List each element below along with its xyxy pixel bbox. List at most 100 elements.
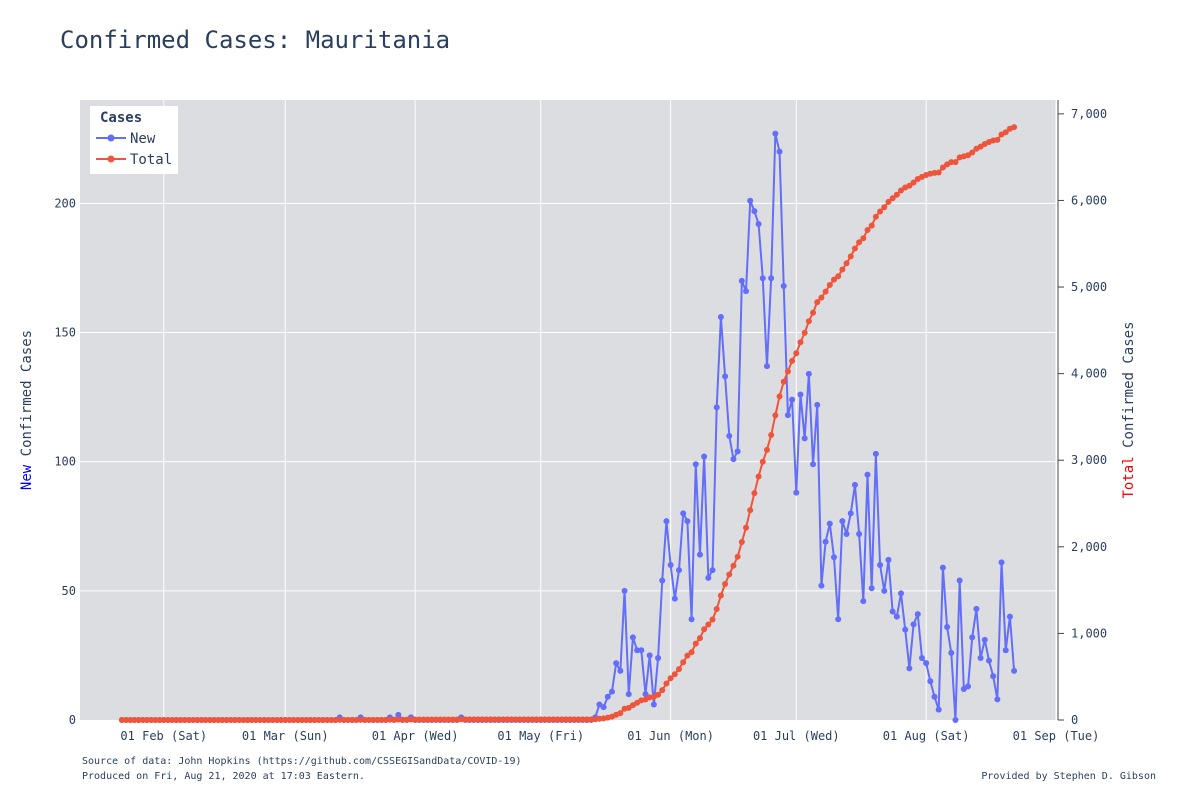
data-point-new <box>918 655 925 661</box>
data-point-total <box>181 717 188 723</box>
data-point-total <box>830 276 837 283</box>
data-point-total <box>462 716 469 723</box>
data-point-total <box>286 717 293 723</box>
data-point-total <box>324 717 331 723</box>
data-point-new <box>839 518 846 525</box>
data-point-new <box>713 404 720 411</box>
data-point-new <box>600 704 607 711</box>
data-point-new <box>923 660 930 667</box>
y-right-tick-label: 6,000 <box>1071 193 1107 207</box>
data-point-total <box>185 717 192 723</box>
data-point-total <box>814 299 821 306</box>
data-point-total <box>470 716 477 723</box>
data-point-new <box>1002 647 1009 654</box>
y-left-axis-title: New Confirmed Cases <box>19 330 35 490</box>
data-point-total <box>680 659 687 666</box>
data-point-new <box>965 683 972 690</box>
data-point-new <box>663 518 670 525</box>
data-point-new <box>776 148 783 155</box>
data-point-new <box>625 691 632 698</box>
data-point-new <box>608 688 615 695</box>
data-point-new <box>768 275 775 282</box>
data-point-new <box>818 582 825 589</box>
x-tick-label: 01 Jul (Wed) <box>753 729 840 743</box>
data-point-total <box>550 716 557 723</box>
data-point-new <box>784 412 791 419</box>
data-point-new <box>613 660 620 667</box>
data-point-total <box>370 716 377 723</box>
legend-swatch-marker <box>107 134 115 142</box>
data-point-total <box>768 432 775 439</box>
data-point-total <box>713 605 720 612</box>
y-right-tick-label: 4,000 <box>1071 367 1107 381</box>
data-point-total <box>839 266 846 273</box>
data-point-total <box>474 716 481 723</box>
data-point-total <box>717 592 724 599</box>
y-right-tick-label: 1,000 <box>1071 626 1107 640</box>
data-point-total <box>583 716 590 723</box>
legend-label-total: Total <box>130 152 172 168</box>
data-point-new <box>759 275 766 282</box>
data-point-total <box>935 169 942 176</box>
data-point-total <box>206 717 213 723</box>
data-point-total <box>508 716 515 723</box>
data-point-total <box>236 717 243 723</box>
data-point-new <box>705 574 712 581</box>
data-point-total <box>223 717 230 723</box>
data-point-total <box>424 716 431 723</box>
data-point-total <box>257 717 264 723</box>
data-point-new <box>395 711 402 718</box>
data-point-total <box>332 717 339 723</box>
data-point-total <box>441 716 448 723</box>
data-point-new <box>810 461 817 468</box>
data-point-new <box>956 577 963 584</box>
data-point-new <box>856 531 863 537</box>
data-point-total <box>671 671 678 678</box>
data-point-new <box>847 510 854 517</box>
data-point-new <box>952 717 959 723</box>
data-point-total <box>826 282 833 289</box>
data-point-total <box>458 716 465 723</box>
data-point-total <box>701 626 708 633</box>
x-tick-label: 01 Apr (Wed) <box>372 729 459 743</box>
data-point-new <box>734 448 741 455</box>
data-point-total <box>290 717 297 723</box>
data-point-total <box>127 717 134 723</box>
y-left-axis-title-highlight: New <box>19 464 35 490</box>
data-point-total <box>705 621 712 628</box>
data-point-total <box>696 635 703 642</box>
data-point-total <box>889 195 896 202</box>
data-point-total <box>939 164 946 171</box>
y-right-tick-label: 7,000 <box>1071 107 1107 121</box>
x-tick-label: 01 May (Fri) <box>497 729 584 743</box>
data-point-new <box>885 556 892 563</box>
data-point-total <box>877 208 884 215</box>
data-point-total <box>516 716 523 723</box>
data-point-total <box>353 716 360 723</box>
data-point-total <box>663 680 670 687</box>
data-point-total <box>893 191 900 198</box>
y-right-axis-title-rest: Confirmed Cases <box>1121 321 1137 456</box>
data-point-total <box>173 717 180 723</box>
data-point-total <box>169 717 176 723</box>
data-point-total <box>722 580 729 587</box>
data-point-new <box>638 647 645 654</box>
data-point-total <box>118 717 125 723</box>
data-point-new <box>864 471 871 478</box>
data-point-total <box>872 213 879 220</box>
data-point-total <box>885 198 892 205</box>
data-point-total <box>123 717 130 723</box>
data-point-total <box>386 716 393 723</box>
data-point-total <box>135 717 142 723</box>
data-point-new <box>629 634 636 641</box>
data-point-new <box>676 567 682 574</box>
data-point-total <box>315 717 322 723</box>
data-point-new <box>617 667 624 674</box>
y-left-tick-label: 0 <box>69 713 76 727</box>
data-point-new <box>969 634 976 641</box>
data-point-total <box>361 716 368 723</box>
data-point-total <box>512 716 519 723</box>
data-point-new <box>801 435 808 442</box>
data-point-total <box>780 378 787 385</box>
data-point-new <box>692 461 699 468</box>
